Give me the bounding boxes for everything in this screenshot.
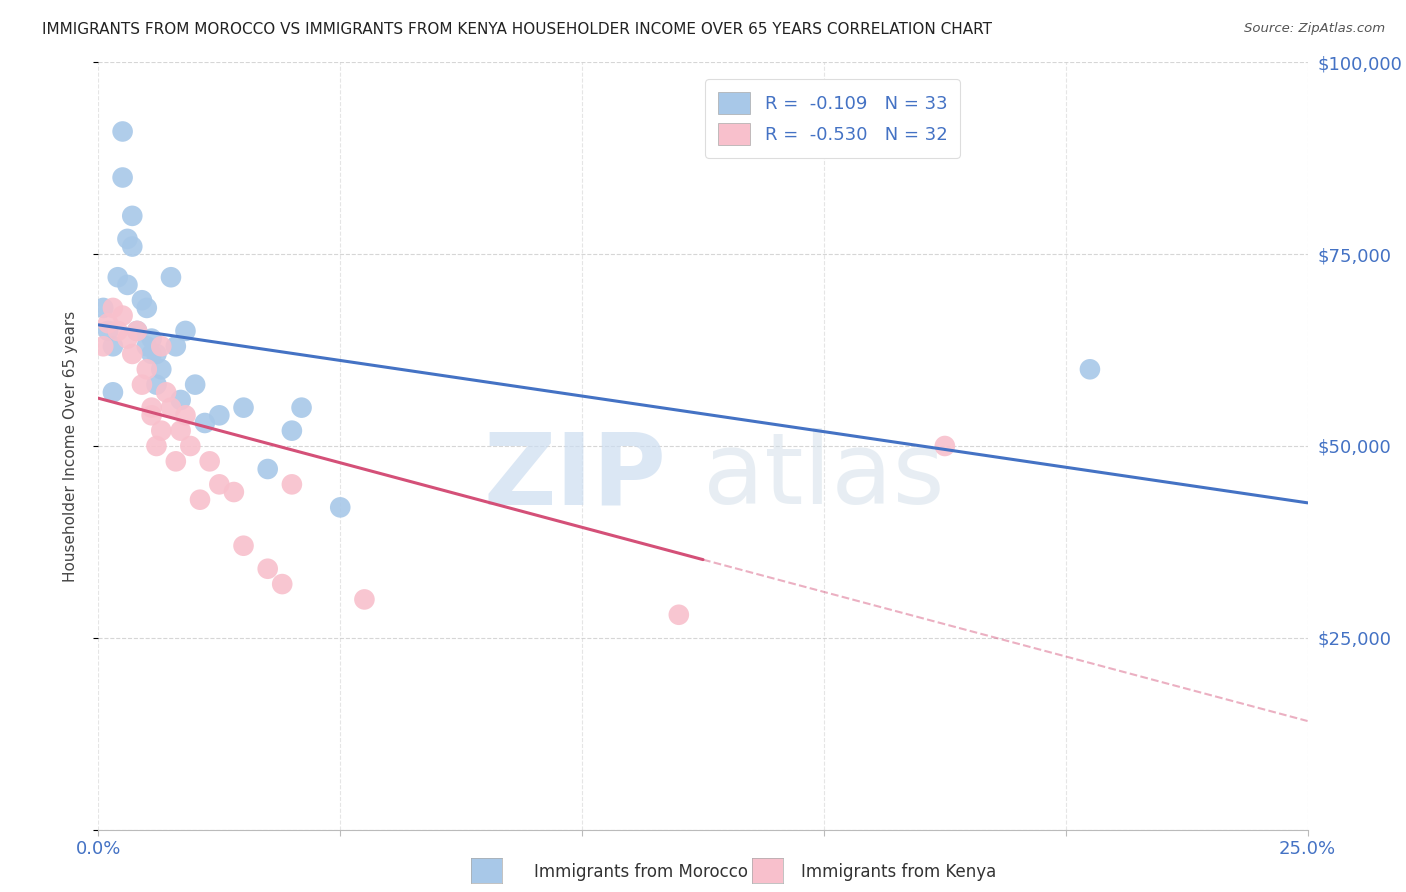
Point (101, 301, 124, 315)
Point (121, 347, 143, 361)
Point (91, 301, 114, 315)
Point (1078, 362, 1101, 376)
Point (271, 577, 294, 591)
Text: ZIP: ZIP (484, 428, 666, 525)
Point (165, 339, 187, 353)
Point (329, 500, 352, 515)
Point (150, 362, 173, 376)
Point (97, 324, 120, 338)
Point (131, 377, 153, 392)
Text: atlas: atlas (703, 428, 945, 525)
Point (150, 339, 173, 353)
Point (668, 607, 690, 622)
Point (174, 324, 197, 338)
Point (145, 377, 167, 392)
Point (111, 124, 134, 138)
Point (141, 332, 163, 346)
Point (141, 409, 163, 423)
Text: Immigrants from Kenya: Immigrants from Kenya (801, 863, 997, 881)
Point (145, 347, 167, 361)
Point (117, 232, 139, 246)
Point (169, 424, 191, 438)
Text: Immigrants from Morocco: Immigrants from Morocco (534, 863, 748, 881)
Point (184, 377, 207, 392)
Legend: R =  -0.109   N = 33, R =  -0.530   N = 32: R = -0.109 N = 33, R = -0.530 N = 32 (704, 79, 960, 158)
Point (111, 309, 134, 323)
Point (188, 492, 211, 507)
Point (97, 316, 120, 330)
Point (169, 392, 191, 407)
Point (107, 324, 129, 338)
Point (101, 339, 124, 353)
Point (174, 409, 197, 423)
Point (121, 209, 143, 223)
Y-axis label: Householder Income Over 65 years: Householder Income Over 65 years (63, 310, 77, 582)
Point (121, 239, 143, 253)
Point (222, 485, 245, 500)
Text: IMMIGRANTS FROM MOROCCO VS IMMIGRANTS FROM KENYA HOUSEHOLDER INCOME OVER 65 YEAR: IMMIGRANTS FROM MOROCCO VS IMMIGRANTS FR… (42, 22, 993, 37)
Point (150, 424, 173, 438)
Point (135, 339, 157, 353)
Point (141, 401, 163, 415)
Point (117, 277, 139, 292)
Point (353, 592, 375, 607)
Point (179, 439, 201, 453)
Point (91, 339, 114, 353)
Point (281, 477, 304, 491)
Point (101, 385, 124, 400)
Point (194, 416, 217, 430)
Point (145, 439, 167, 453)
Point (165, 454, 187, 468)
Point (208, 477, 231, 491)
Point (281, 424, 304, 438)
Point (160, 401, 183, 415)
Text: Source: ZipAtlas.com: Source: ZipAtlas.com (1244, 22, 1385, 36)
Point (232, 401, 254, 415)
Point (160, 270, 183, 285)
Point (290, 401, 312, 415)
Point (934, 439, 956, 453)
Point (208, 409, 231, 423)
Point (127, 324, 149, 338)
Point (135, 362, 157, 376)
Point (107, 270, 129, 285)
Point (198, 454, 221, 468)
Point (111, 170, 134, 185)
Point (135, 301, 157, 315)
Point (155, 385, 177, 400)
Point (232, 539, 254, 553)
Point (127, 324, 149, 338)
Point (256, 562, 278, 576)
Point (131, 293, 153, 308)
Point (256, 462, 278, 476)
Point (141, 347, 163, 361)
Point (117, 332, 139, 346)
